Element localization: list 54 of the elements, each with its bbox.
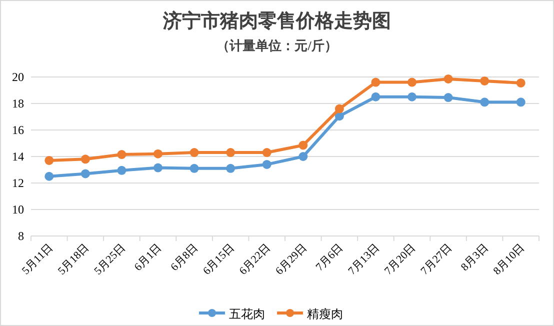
y-tick-label: 12	[12, 176, 24, 190]
point	[444, 74, 453, 84]
point	[371, 78, 380, 87]
point	[262, 160, 272, 169]
point	[44, 156, 54, 165]
x-tick-label: 6月15日	[200, 242, 237, 278]
point	[298, 140, 308, 150]
x-tick-label: 7月13日	[346, 242, 382, 278]
x-tick-label: 5月11日	[20, 242, 56, 278]
point	[480, 98, 490, 107]
point	[334, 104, 344, 114]
point	[516, 78, 526, 88]
legend-label: 五花肉	[229, 307, 265, 321]
x-tick-label: 6月22日	[237, 242, 273, 278]
point	[117, 150, 126, 160]
point	[226, 164, 236, 173]
legend-item: 五花肉	[199, 307, 265, 321]
point	[516, 98, 526, 107]
point	[190, 148, 199, 158]
x-tick-label: 7月27日	[418, 242, 454, 278]
y-tick-label: 10	[12, 202, 24, 216]
x-tick-label: 6月29日	[274, 242, 310, 278]
x-tick-label: 7月20日	[382, 242, 418, 278]
x-tick-label: 6月8日	[168, 242, 200, 274]
point	[298, 152, 308, 161]
x-tick-label: 6月1日	[132, 242, 164, 274]
point	[117, 166, 126, 175]
point	[80, 169, 90, 178]
chart-subtitle: （计量单位：元/斤）	[216, 38, 338, 53]
point	[154, 163, 162, 172]
y-tick-label: 20	[12, 70, 24, 84]
point	[154, 149, 162, 158]
point	[262, 148, 272, 158]
legend-label: 精瘦肉	[307, 307, 343, 321]
point	[444, 93, 453, 102]
chart-title: 济宁市猪肉零售价格走势图	[162, 10, 391, 32]
y-tick-label: 8	[18, 229, 24, 243]
point	[408, 78, 416, 87]
legend-item: 精瘦肉	[277, 307, 343, 321]
y-tick-label: 14	[12, 150, 24, 164]
point	[408, 92, 416, 102]
x-tick-label: 7月6日	[314, 242, 346, 274]
y-tick-label: 16	[12, 123, 24, 137]
point	[190, 164, 199, 173]
point	[371, 92, 380, 102]
y-tick-label: 18	[12, 96, 24, 110]
x-tick-label: 5月18日	[56, 242, 92, 278]
point	[480, 76, 490, 86]
x-tick-label: 8月3日	[458, 242, 491, 274]
x-tick-label: 8月10日	[491, 242, 527, 278]
point	[226, 148, 236, 158]
x-tick-label: 5月25日	[92, 242, 128, 278]
point	[44, 172, 54, 181]
point	[80, 154, 90, 164]
